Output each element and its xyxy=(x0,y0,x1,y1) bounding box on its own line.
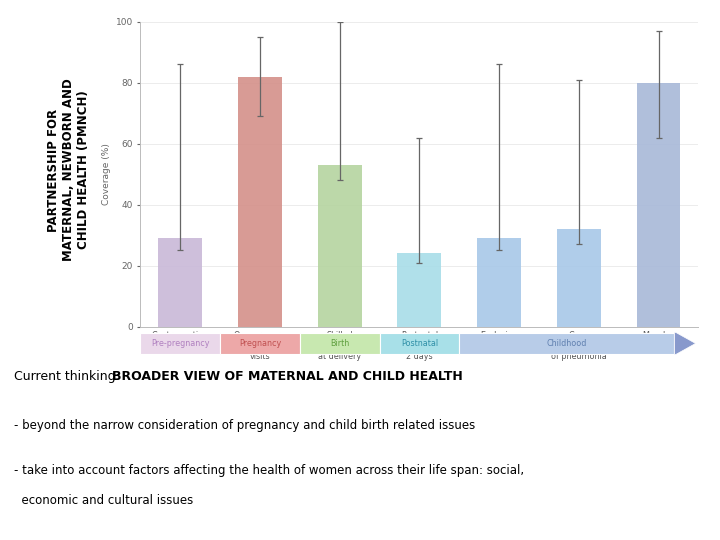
Bar xyxy=(318,165,361,327)
Text: - take into account factors affecting the health of women across their life span: - take into account factors affecting th… xyxy=(14,464,525,477)
Bar xyxy=(459,333,675,354)
Text: Birth: Birth xyxy=(330,339,349,348)
Bar xyxy=(397,253,441,327)
Bar xyxy=(220,333,300,354)
FancyArrow shape xyxy=(675,333,696,354)
Text: Current thinking:: Current thinking: xyxy=(14,370,125,383)
Bar xyxy=(158,238,202,327)
Bar xyxy=(300,333,379,354)
Bar xyxy=(140,333,220,354)
Bar xyxy=(636,83,680,327)
Bar xyxy=(557,229,600,327)
Y-axis label: Coverage (%): Coverage (%) xyxy=(102,143,112,205)
Text: Childhood: Childhood xyxy=(546,339,587,348)
Bar xyxy=(379,333,459,354)
Text: Postnatal: Postnatal xyxy=(401,339,438,348)
Text: Pregnancy: Pregnancy xyxy=(239,339,281,348)
Text: Pre-pregnancy: Pre-pregnancy xyxy=(151,339,210,348)
Bar xyxy=(238,77,282,327)
Text: economic and cultural issues: economic and cultural issues xyxy=(14,494,194,507)
Bar xyxy=(477,238,521,327)
Text: BROADER VIEW OF MATERNAL AND CHILD HEALTH: BROADER VIEW OF MATERNAL AND CHILD HEALT… xyxy=(112,370,462,383)
Text: - beyond the narrow consideration of pregnancy and child birth related issues: - beyond the narrow consideration of pre… xyxy=(14,418,476,431)
Text: PARTNERSHIP FOR
MATERNAL, NEWBORN AND
CHILD HEALTH (PMNCH): PARTNERSHIP FOR MATERNAL, NEWBORN AND CH… xyxy=(47,79,90,261)
